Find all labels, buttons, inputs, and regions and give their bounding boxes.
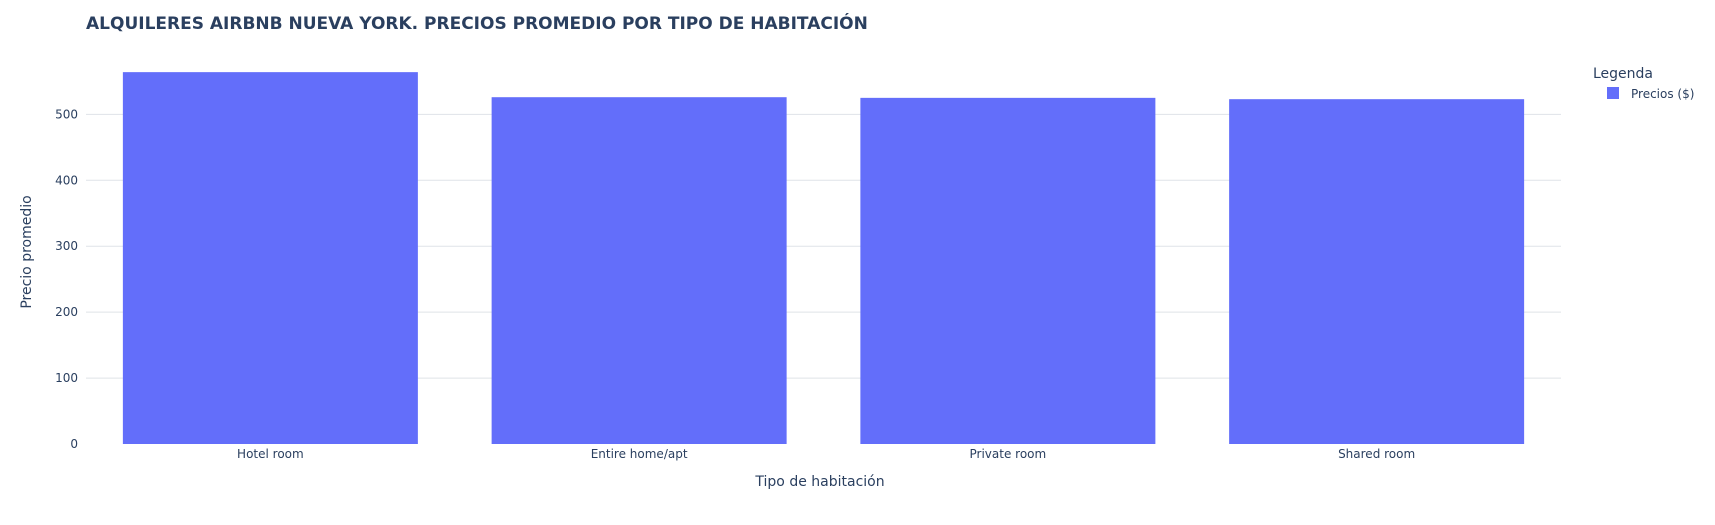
x-axis-label: Tipo de habitación [754, 474, 884, 490]
legend[interactable]: Legenda Precios ($) [1593, 66, 1694, 101]
bar[interactable] [1229, 99, 1525, 445]
y-axis-ticks: 0 100 200 300 400 500 [55, 107, 78, 451]
chart-title: ALQUILERES AIRBNB NUEVA YORK. PRECIOS PR… [86, 12, 868, 34]
x-tick-label: Private room [970, 447, 1047, 461]
bars [122, 72, 1525, 445]
y-tick-label: 100 [55, 371, 78, 385]
bar[interactable] [491, 97, 787, 445]
y-tick-label: 300 [55, 239, 78, 253]
y-tick-label: 0 [70, 437, 78, 451]
y-tick-label: 400 [55, 173, 78, 187]
legend-title: Legenda [1593, 66, 1653, 82]
legend-item-label[interactable]: Precios ($) [1631, 87, 1694, 101]
bar[interactable] [860, 97, 1156, 445]
x-axis-ticks: Hotel room Entire home/apt Private room Sha… [237, 447, 1415, 461]
legend-swatch[interactable] [1607, 87, 1619, 99]
y-tick-label: 200 [55, 305, 78, 319]
y-tick-label: 500 [55, 107, 78, 121]
x-tick-label: Shared room [1338, 447, 1415, 461]
y-axis-label: Precio promedio [19, 195, 35, 308]
bar[interactable] [122, 72, 418, 445]
x-tick-label: Hotel room [237, 447, 304, 461]
x-tick-label: Entire home/apt [591, 447, 688, 461]
